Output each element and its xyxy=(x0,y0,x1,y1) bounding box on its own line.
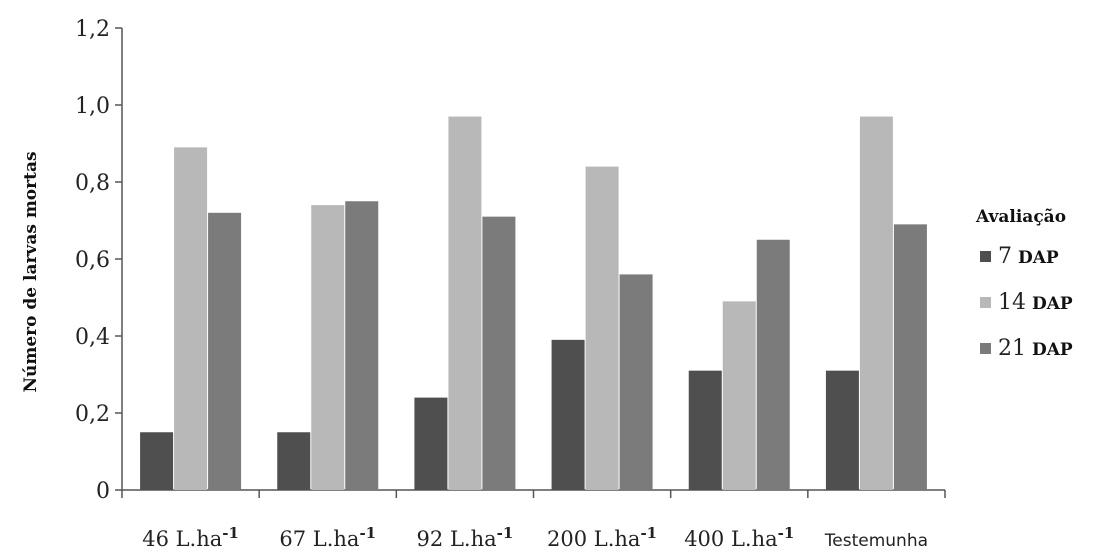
x-axis-category-labels: 46 L.ha-1 67 L.ha-1 92 L.ha-1 200 L.ha-1 400… xyxy=(142,524,928,551)
category-name: 200 L.ha xyxy=(547,527,640,551)
legend-title: Avaliação xyxy=(975,207,1066,227)
y-tick-label: 1,0 xyxy=(75,94,110,119)
category-superscript: -1 xyxy=(359,524,376,542)
legend-entry: 7 DAP xyxy=(998,244,1059,269)
category-superscript: -1 xyxy=(640,524,657,542)
bar-14-dap xyxy=(585,166,619,490)
bar-21-dap xyxy=(482,216,516,490)
x-category-label: 200 L.ha-1 xyxy=(547,524,657,551)
bar-14-dap xyxy=(448,116,482,491)
bar-21-dap xyxy=(208,212,242,491)
x-category-label: Testemunha xyxy=(824,531,928,551)
legend: Avaliação 7 DAP 14 DAP 21 DAP xyxy=(975,207,1073,361)
x-category-label: 92 L.ha-1 xyxy=(417,524,514,551)
x-category-label: 400 L.ha-1 xyxy=(684,524,794,551)
bar-21-dap xyxy=(619,274,653,490)
bar-14-dap xyxy=(174,147,208,490)
y-tick-label: 0,8 xyxy=(75,171,110,196)
legend-swatch xyxy=(980,251,991,262)
bar-14-dap xyxy=(311,205,345,490)
category-name: 46 L.ha xyxy=(142,527,222,551)
legend-entry: 14 DAP xyxy=(998,290,1073,315)
legend-entry: 21 DAP xyxy=(998,336,1073,361)
bar-7-dap xyxy=(551,339,585,490)
legend-swatch xyxy=(980,297,991,308)
bar-21-dap xyxy=(893,224,927,490)
category-name: 92 L.ha xyxy=(417,527,497,551)
x-category-label: 46 L.ha-1 xyxy=(142,524,239,551)
y-axis-ticks: 0 0,2 0,4 0,6 0,8 1,0 1,2 xyxy=(75,17,122,504)
y-tick-label: 0 xyxy=(96,479,110,504)
y-tick-label: 1,2 xyxy=(75,17,110,42)
bar-7-dap xyxy=(277,432,311,490)
category-name: 400 L.ha xyxy=(684,527,777,551)
category-superscript: -1 xyxy=(778,524,795,542)
x-axis-ticks xyxy=(121,490,946,498)
bar-14-dap xyxy=(859,116,893,491)
legend-swatch xyxy=(980,343,991,354)
bar-7-dap xyxy=(825,370,859,490)
bar-21-dap xyxy=(756,239,790,490)
category-name: 67 L.ha xyxy=(279,527,359,551)
category-superscript: -1 xyxy=(222,524,239,542)
y-tick-label: 0,4 xyxy=(75,325,110,350)
category-name: Testemunha xyxy=(824,531,928,551)
y-tick-label: 0,6 xyxy=(75,248,110,273)
bar-7-dap xyxy=(688,370,722,490)
x-category-label: 67 L.ha-1 xyxy=(279,524,376,551)
bars xyxy=(140,116,927,491)
bar-14-dap xyxy=(722,301,756,490)
bar-7-dap xyxy=(414,397,448,490)
bar-7-dap xyxy=(140,432,174,490)
y-tick-label: 0,2 xyxy=(75,402,110,427)
y-axis-label: Número de larvas mortas xyxy=(21,151,41,392)
bar-21-dap xyxy=(345,201,379,490)
category-superscript: -1 xyxy=(497,524,514,542)
